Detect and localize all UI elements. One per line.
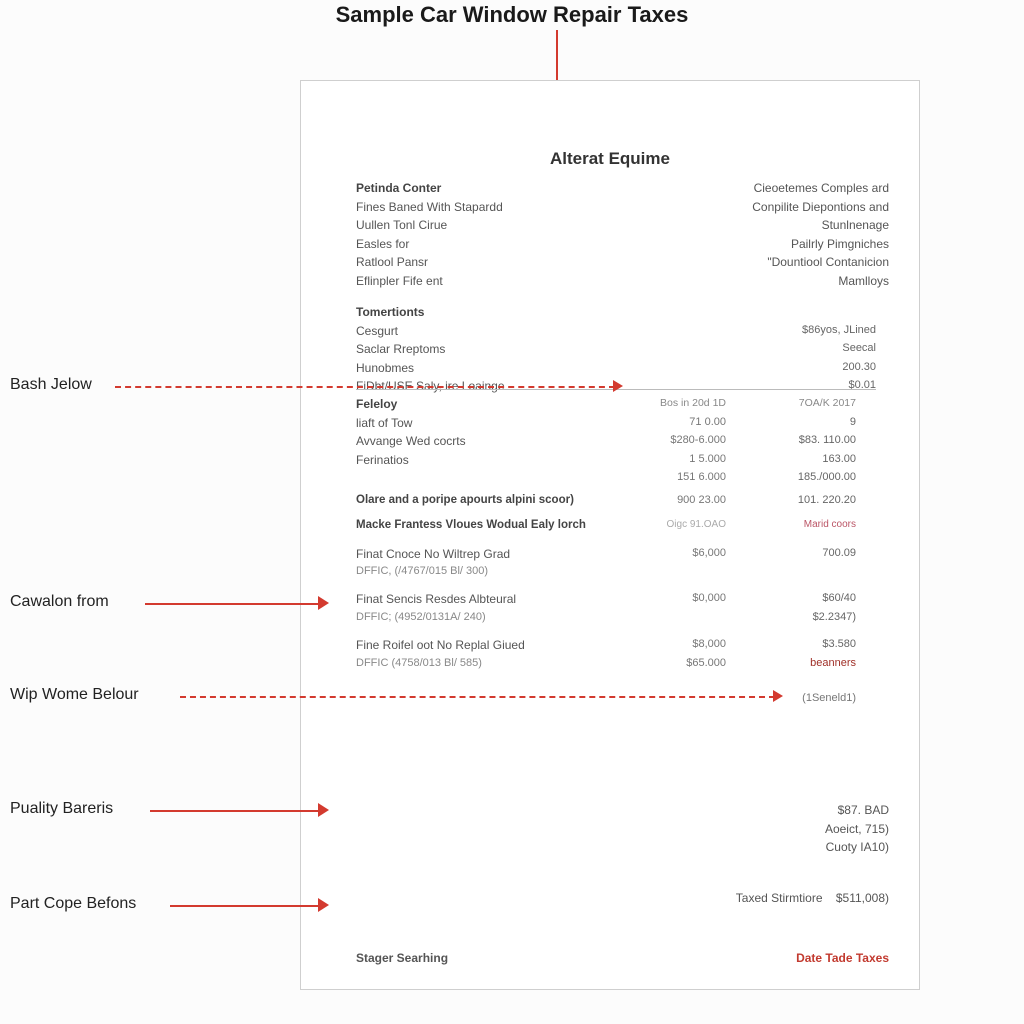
- summary-value: $86yos, JLined: [726, 322, 876, 341]
- subtotal-line: Aoeict, 715): [709, 820, 889, 839]
- page-title: Sample Car Window Repair Taxes: [0, 2, 1024, 28]
- detail-b2: $2.2347): [746, 609, 856, 626]
- customer-line: Conpilite Diepontions and: [689, 198, 889, 217]
- vendor-heading: Petinda Conter: [356, 179, 596, 198]
- detail-extra: (1Seneld1): [746, 690, 856, 707]
- totals-a: 900 23.00: [636, 492, 746, 510]
- details-head-a: Oigc 91.OAO: [636, 517, 746, 535]
- line-label: liaft of Tow: [356, 414, 636, 433]
- summary-value: $0.01: [726, 377, 876, 396]
- callout-arrow: [150, 810, 320, 812]
- customer-line: "Dountiool Contanicion: [689, 253, 889, 272]
- callout-label: Cawalon from: [10, 593, 109, 611]
- subtotal-block: $87. BAD Aoeict, 715) Cuoty IA10): [709, 801, 889, 857]
- line-label: Ferinatios: [356, 451, 636, 470]
- callout-label: Wip Wome Belour: [10, 686, 139, 704]
- detail-sublabel: DFFIC (4758/013 Bl/ 585): [356, 655, 636, 672]
- detail-label: Finat Cnoce No Wiltrep Grad: [356, 545, 636, 564]
- line-label: Avvange Wed cocrts: [356, 432, 636, 451]
- taxed-value: $511,008): [836, 891, 889, 905]
- customer-line: Pailrly Pimgniches: [689, 235, 889, 254]
- customer-line: Stunlnenage: [689, 216, 889, 235]
- arrow-right-icon: [318, 803, 329, 817]
- customer-line: Cieoetemes Comples ard: [689, 179, 889, 198]
- subtotal-line: $87. BAD: [709, 801, 889, 820]
- line-items-heading: Feleloy: [356, 395, 636, 414]
- line-label: [356, 469, 636, 486]
- totals-label: Olare and a poripe apourts alpini scoor): [356, 492, 636, 510]
- detail-label: Fine Roifel oot No Replal Giued: [356, 636, 636, 655]
- col-head: 7OA/K 2017: [746, 395, 856, 414]
- summary-value: 200.30: [726, 359, 876, 378]
- line-val-a: 71 0.00: [636, 414, 746, 433]
- callout-arrow: [170, 905, 320, 907]
- vendor-line: Ratlool Pansr: [356, 253, 596, 272]
- callout-arrow: [115, 386, 615, 388]
- vendor-line: Uullen Tonl Cirue: [356, 216, 596, 235]
- detail-b: 700.09: [746, 545, 856, 564]
- detail-b: $3.580: [746, 636, 856, 655]
- arrow-right-icon: [613, 380, 623, 392]
- arrow-right-icon: [318, 898, 329, 912]
- detail-a2: $65.000: [636, 655, 746, 672]
- callout-label: Puality Bareris: [10, 800, 113, 818]
- callout-label: Bash Jelow: [10, 376, 92, 394]
- line-val-b: 185./000.00: [746, 469, 856, 486]
- callout-arrow: [145, 603, 320, 605]
- line-val-a: $280-6.000: [636, 432, 746, 451]
- customer-block: Cieoetemes Comples ard Conpilite Diepont…: [689, 179, 889, 291]
- customer-line: Mamlloys: [689, 272, 889, 291]
- callout-label: Part Cope Befons: [10, 895, 136, 913]
- summary-label: Cesgurt: [356, 322, 636, 341]
- details-head-b: Marid coors: [746, 517, 856, 535]
- details-heading: Macke Frantess Vloues Wodual Ealy lorch: [356, 517, 636, 535]
- subtotal-line: Cuoty IA10): [709, 838, 889, 857]
- detail-a: $8,000: [636, 636, 746, 655]
- detail-a: $6,000: [636, 545, 746, 564]
- summary-value: Seecal: [726, 340, 876, 359]
- footer-right: Date Tade Taxes: [796, 951, 889, 965]
- arrow-right-icon: [773, 690, 783, 702]
- summary-heading: Tomertionts: [356, 303, 876, 322]
- col-head: Bos in 20d 1D: [636, 395, 746, 414]
- callout-arrow: [180, 696, 775, 698]
- summary-label: Hunobmes: [356, 359, 636, 378]
- taxed-block: Taxed Stirmtiore $511,008): [629, 889, 889, 908]
- document: Alterat Equime Petinda Conter Fines Bane…: [300, 80, 920, 990]
- line-val-a: 1 5.000: [636, 451, 746, 470]
- detail-b: $60/40: [746, 590, 856, 609]
- vendor-block: Petinda Conter Fines Baned With Stapardd…: [356, 179, 596, 291]
- vendor-line: Eflinpler Fife ent: [356, 272, 596, 291]
- line-items-block: Feleloy Bos in 20d 1D 7OA/K 2017 liaft o…: [356, 395, 876, 510]
- totals-b: 101. 220.20: [746, 492, 856, 510]
- detail-b2: beanners: [746, 655, 856, 672]
- footer-left: Stager Searhing: [356, 951, 448, 965]
- detail-a: $0,000: [636, 590, 746, 609]
- detail-label: Finat Sencis Resdes Albteural: [356, 590, 636, 609]
- detail-sublabel: DFFIC; (4952/0131A/ 240): [356, 609, 636, 626]
- line-val-b: 163.00: [746, 451, 856, 470]
- vendor-line: Easles for: [356, 235, 596, 254]
- details-block: Macke Frantess Vloues Wodual Ealy lorch …: [356, 517, 876, 707]
- document-heading: Alterat Equime: [301, 149, 919, 169]
- detail-sublabel: DFFIC, (/4767/015 Bl/ 300): [356, 563, 636, 580]
- line-val-a: 151 6.000: [636, 469, 746, 486]
- arrow-right-icon: [318, 596, 329, 610]
- line-val-b: 9: [746, 414, 856, 433]
- summary-label: Saclar Rreptoms: [356, 340, 636, 359]
- vendor-line: Fines Baned With Stapardd: [356, 198, 596, 217]
- line-val-b: $83. 110.00: [746, 432, 856, 451]
- taxed-label: Taxed Stirmtiore: [736, 891, 823, 905]
